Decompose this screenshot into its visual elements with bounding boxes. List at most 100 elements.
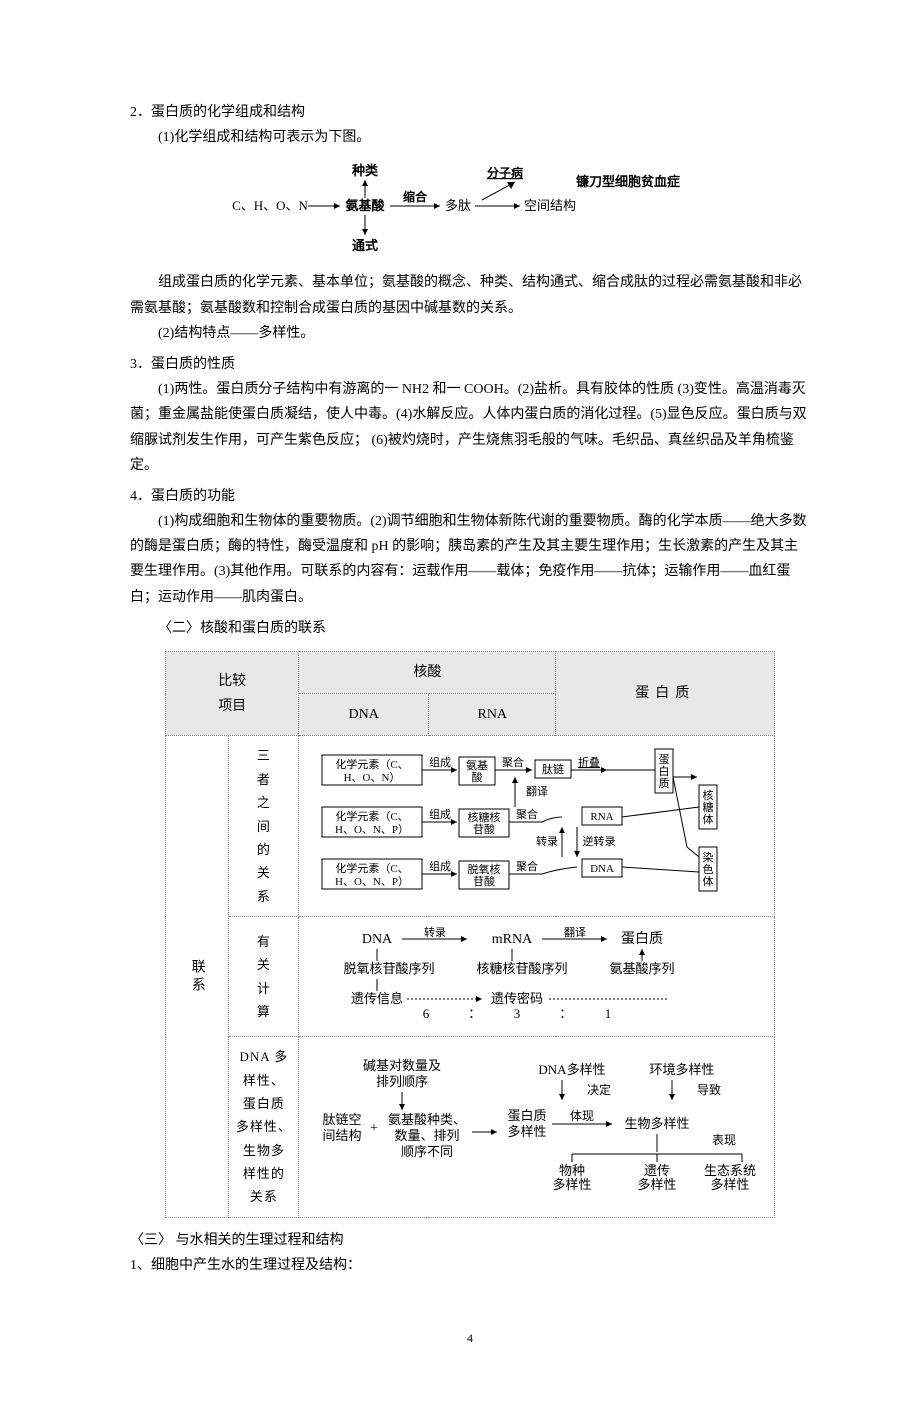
svg-text:脱氧核: 脱氧核	[467, 862, 500, 876]
svg-text:6 ： 3 ： 1: 6 ： 3 ： 1	[422, 1006, 611, 1020]
svg-text:+: +	[370, 1121, 378, 1136]
svg-text:肽链: 肽链	[542, 762, 564, 776]
svg-text:H、O、N、P）: H、O、N、P）	[335, 823, 409, 836]
d1-right: 空间结构	[524, 198, 576, 213]
page-number: 4	[130, 1328, 810, 1350]
svg-text:逆转录: 逆转录	[582, 834, 615, 848]
section-2-sub1: (1)化学组成和结构可表示为下图。	[130, 125, 810, 150]
d1-branch-label: 分子病	[487, 165, 523, 180]
svg-text:转录: 转录	[424, 925, 446, 939]
row-main-label: 联系	[166, 736, 229, 1217]
section-4-title: 4．蛋白质的功能	[130, 484, 810, 509]
diagram-1-container: 种类 C、H、O、N 氨基酸 通式 缩合 多肽 空间结构 分子病 镰刀型细胞贫血…	[130, 160, 810, 260]
svg-text:遗传信息: 遗传信息	[351, 991, 403, 1006]
svg-text:组成: 组成	[429, 755, 451, 769]
svg-text:氨基: 氨基	[466, 759, 488, 772]
section-2: 2．蛋白质的化学组成和结构 (1)化学组成和结构可表示为下图。 种类 C、H、O…	[130, 100, 810, 346]
row3-label: DNA 多样性、蛋白质多样性、生物多样性的关系	[229, 1037, 299, 1218]
section-2-para1: 组成蛋白质的化学元素、基本单位；氨基酸的概念、种类、结构通式、缩合成肽的过程必需…	[130, 270, 810, 320]
svg-text:肽链空: 肽链空	[322, 1112, 361, 1127]
svg-text:H、O、N、P）: H、O、N、P）	[335, 875, 409, 888]
header-protein: 蛋白质	[556, 652, 775, 736]
cell-relationship-diagram: 化学元素（C、 H、O、N） 组成 氨基 酸 聚合 肽链 折叠 蛋 白 质 翻译	[299, 736, 775, 917]
table-row-3: DNA 多样性、蛋白质多样性、生物多样性的关系 碱基对数量及 排列顺序 肽链空 …	[166, 1037, 775, 1218]
subsection-3-item1: 1、细胞中产生水的生理过程及结构：	[130, 1253, 810, 1278]
section-4: 4．蛋白质的功能 (1)构成细胞和生物体的重要物质。(2)调节细胞和生物体新陈代…	[130, 484, 810, 610]
svg-text:蛋: 蛋	[658, 753, 669, 766]
protein-composition-diagram: 种类 C、H、O、N 氨基酸 通式 缩合 多肽 空间结构 分子病 镰刀型细胞贫血…	[230, 160, 710, 260]
section-3: 3．蛋白质的性质 (1)两性。蛋白质分子结构中有游离的一 NH2 和一 COOH…	[130, 352, 810, 478]
svg-text:核糖核苷酸序列: 核糖核苷酸序列	[476, 961, 567, 976]
svg-text:化学元素（C、: 化学元素（C、	[335, 861, 408, 875]
section-2-sub2: (2)结构特点——多样性。	[130, 321, 810, 346]
svg-text:糖: 糖	[702, 800, 713, 814]
svg-text:DNA多样性: DNA多样性	[538, 1062, 605, 1077]
svg-text:生态系统: 生态系统	[704, 1163, 756, 1178]
svg-text:翻译: 翻译	[564, 925, 586, 939]
header-rna: RNA	[429, 694, 556, 736]
row2-label: 有关计算	[229, 917, 299, 1037]
d1-bottom: 通式	[352, 238, 378, 253]
table-row-1: 联系 三者之间的关系 化学元素（C、 H、O、N） 组成 氨基 酸 聚合 肽链 …	[166, 736, 775, 917]
svg-text:蛋白质: 蛋白质	[621, 931, 663, 947]
d1-center: 氨基酸	[344, 198, 385, 213]
svg-text:体: 体	[702, 812, 713, 826]
d1-arrow1-label: 缩合	[403, 189, 428, 204]
header-nucleic: 核酸	[299, 652, 556, 694]
svg-text:组成: 组成	[429, 859, 451, 873]
svg-text:DNA: DNA	[362, 932, 393, 947]
svg-text:色: 色	[702, 862, 713, 876]
svg-text:化学元素（C、: 化学元素（C、	[335, 809, 408, 823]
table-header-row-1: 比较 项目 核酸 蛋白质	[166, 652, 775, 694]
svg-text:组成: 组成	[429, 807, 451, 821]
svg-text:DNA: DNA	[590, 863, 614, 875]
svg-text:翻译: 翻译	[526, 784, 548, 798]
svg-text:化学元素（C、: 化学元素（C、	[335, 757, 408, 771]
svg-text:多样性: 多样性	[710, 1177, 749, 1192]
svg-text:H、O、N）: H、O、N）	[343, 771, 400, 784]
svg-text:mRNA: mRNA	[491, 932, 532, 947]
section-2-title: 2．蛋白质的化学组成和结构	[130, 100, 810, 125]
d1-top: 种类	[351, 163, 379, 178]
svg-text:决定: 决定	[587, 1082, 611, 1097]
cell-diversity-diagram: 碱基对数量及 排列顺序 肽链空 间结构 + 氨基酸种类、 数量、排列 顺序不同 …	[299, 1037, 775, 1218]
svg-text:多样性: 多样性	[507, 1124, 546, 1139]
svg-text:白: 白	[658, 764, 669, 778]
svg-text:多样性: 多样性	[637, 1177, 676, 1192]
svg-text:环境多样性: 环境多样性	[649, 1062, 714, 1077]
svg-text:酸: 酸	[471, 770, 482, 784]
svg-text:蛋白质: 蛋白质	[507, 1108, 546, 1123]
header-compare: 比较 项目	[166, 652, 299, 736]
svg-text:遗传: 遗传	[644, 1163, 670, 1178]
svg-text:苷酸: 苷酸	[473, 822, 495, 836]
svg-text:表现: 表现	[712, 1133, 736, 1147]
subsection-2-title: 〈二〉核酸和蛋白质的联系	[130, 616, 810, 641]
svg-text:间结构: 间结构	[322, 1128, 361, 1143]
svg-text:体现: 体现	[570, 1109, 594, 1123]
section-4-para: (1)构成细胞和生物体的重要物质。(2)调节细胞和生物体新陈代谢的重要物质。酶的…	[130, 509, 810, 610]
svg-text:遗传密码: 遗传密码	[491, 991, 543, 1006]
svg-text:聚合: 聚合	[502, 755, 524, 769]
d1-mid: 多肽	[445, 198, 471, 213]
svg-text:导致: 导致	[697, 1083, 721, 1097]
svg-text:氨基酸种类、: 氨基酸种类、	[388, 1112, 466, 1127]
svg-text:折叠: 折叠	[578, 755, 600, 769]
cell-calculation-diagram: DNA 转录 mRNA 翻译 蛋白质 脱氧核苷酸序列 核糖核苷酸序列 氨基酸序列…	[299, 917, 775, 1037]
svg-text:聚合: 聚合	[516, 859, 538, 873]
d1-branch-target: 镰刀型细胞贫血症	[575, 174, 680, 189]
svg-text:核糖核: 核糖核	[467, 810, 500, 824]
svg-text:RNA: RNA	[590, 811, 613, 823]
svg-text:转录: 转录	[536, 834, 558, 848]
svg-text:苷酸: 苷酸	[473, 874, 495, 888]
svg-text:脱氧核苷酸序列: 脱氧核苷酸序列	[343, 961, 434, 976]
svg-text:染: 染	[702, 850, 713, 864]
svg-text:多样性: 多样性	[552, 1177, 591, 1192]
row1-label: 三者之间的关系	[229, 736, 299, 917]
svg-text:生物多样性: 生物多样性	[624, 1116, 689, 1131]
comparison-table: 比较 项目 核酸 蛋白质 DNA RNA 联系 三者之间的关系 化学元素（C、 …	[165, 651, 775, 1218]
svg-text:排列顺序: 排列顺序	[376, 1074, 428, 1089]
svg-text:氨基酸序列: 氨基酸序列	[609, 961, 674, 976]
svg-text:质: 质	[658, 777, 669, 790]
svg-text:顺序不同: 顺序不同	[401, 1144, 453, 1159]
svg-text:物种: 物种	[559, 1163, 585, 1178]
